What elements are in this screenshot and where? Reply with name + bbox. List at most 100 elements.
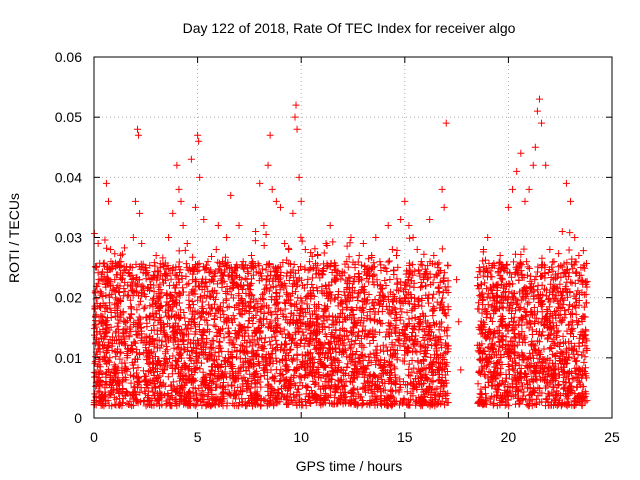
- data-point-dense: [189, 378, 197, 386]
- data-point-dense: [384, 306, 392, 314]
- data-point-dense: [376, 297, 384, 305]
- data-point-dense: [160, 262, 168, 270]
- data-point-dense: [486, 354, 494, 362]
- data-point-dense: [293, 318, 301, 326]
- data-point-dense: [389, 298, 397, 306]
- data-point-dense: [429, 279, 437, 287]
- data-point-dense: [397, 278, 405, 286]
- data-point-dense: [477, 357, 485, 365]
- data-point-dense: [126, 296, 134, 304]
- data-point-dense: [102, 391, 110, 399]
- data-point-dense: [551, 396, 559, 404]
- data-point-dense: [359, 363, 367, 371]
- data-point-dense: [139, 286, 147, 294]
- data-point-dense: [205, 350, 213, 358]
- data-point-dense: [242, 290, 250, 298]
- data-point-dense: [119, 385, 127, 393]
- data-point-dense: [530, 304, 538, 312]
- data-point-dense: [142, 292, 150, 300]
- data-point-dense: [151, 352, 159, 360]
- data-point-dense: [169, 328, 177, 336]
- data-point-dense: [128, 342, 136, 350]
- data-point-dense: [172, 296, 180, 304]
- data-point-dense: [149, 388, 157, 396]
- data-point-dense: [209, 273, 217, 281]
- data-point-dense: [197, 381, 205, 389]
- data-point-dense: [495, 380, 503, 388]
- data-point-dense: [274, 305, 282, 313]
- data-point-dense: [382, 264, 390, 272]
- data-point-dense: [352, 336, 360, 344]
- data-point-dense: [319, 349, 327, 357]
- data-point-dense: [103, 244, 111, 252]
- data-point-dense: [250, 336, 258, 344]
- data-point: [413, 246, 421, 254]
- data-point-dense: [494, 280, 502, 288]
- data-point-dense: [296, 304, 304, 312]
- data-point-dense: [550, 296, 558, 304]
- data-point-dense: [237, 324, 245, 332]
- data-point-dense: [216, 259, 224, 267]
- data-point-dense: [290, 391, 298, 399]
- data-point-dense: [93, 328, 101, 336]
- data-point-dense: [133, 349, 141, 357]
- data-point-dense: [408, 336, 416, 344]
- data-point: [94, 240, 102, 248]
- data-point-dense: [530, 376, 538, 384]
- data-point-dense: [135, 301, 143, 309]
- data-point-dense: [433, 385, 441, 393]
- data-point-dense: [203, 393, 211, 401]
- data-point-dense: [562, 347, 570, 355]
- data-point: [529, 161, 537, 169]
- data-point-dense: [233, 272, 241, 280]
- data-point-dense: [555, 263, 563, 271]
- data-point-dense: [475, 369, 483, 377]
- data-point-dense: [129, 274, 137, 282]
- data-point-dense: [104, 397, 112, 405]
- data-point-dense: [507, 298, 515, 306]
- data-point-dense: [259, 344, 267, 352]
- data-point-dense: [365, 329, 373, 337]
- data-point: [196, 173, 204, 181]
- data-point-dense: [138, 263, 146, 271]
- data-point-dense: [167, 382, 175, 390]
- data-point: [426, 215, 434, 223]
- data-point-dense: [325, 399, 333, 407]
- data-point-dense: [554, 381, 562, 389]
- data-point-dense: [497, 353, 505, 361]
- data-point-dense: [442, 376, 450, 384]
- data-point-dense: [443, 342, 451, 350]
- data-point-dense: [363, 274, 371, 282]
- data-point-dense: [366, 339, 374, 347]
- data-point-dense: [304, 340, 312, 348]
- data-point: [179, 221, 187, 229]
- data-point: [195, 137, 203, 145]
- data-point-dense: [196, 314, 204, 322]
- data-point-dense: [536, 350, 544, 358]
- data-point-dense: [377, 364, 385, 372]
- data-point-dense: [282, 299, 290, 307]
- data-point-dense: [126, 325, 134, 333]
- data-point-dense: [181, 379, 189, 387]
- data-point-dense: [165, 282, 173, 290]
- data-point-dense: [185, 387, 193, 395]
- data-point-dense: [124, 345, 132, 353]
- data-point-dense: [323, 242, 331, 250]
- data-point-dense: [578, 351, 586, 359]
- data-point-dense: [387, 388, 395, 396]
- data-point-dense: [282, 396, 290, 404]
- data-point-dense: [337, 300, 345, 308]
- data-point-dense: [231, 304, 239, 312]
- data-point-dense: [288, 289, 296, 297]
- data-point-dense: [173, 357, 181, 365]
- data-point-dense: [365, 255, 373, 263]
- data-point-dense: [140, 396, 148, 404]
- data-point-dense: [154, 368, 162, 376]
- data-point-dense: [151, 309, 159, 317]
- data-point-dense: [171, 288, 179, 296]
- data-point-dense: [130, 384, 138, 392]
- data-point-dense: [358, 286, 366, 294]
- data-point-dense: [426, 322, 434, 330]
- data-point-dense: [403, 400, 411, 408]
- data-point-dense: [380, 347, 388, 355]
